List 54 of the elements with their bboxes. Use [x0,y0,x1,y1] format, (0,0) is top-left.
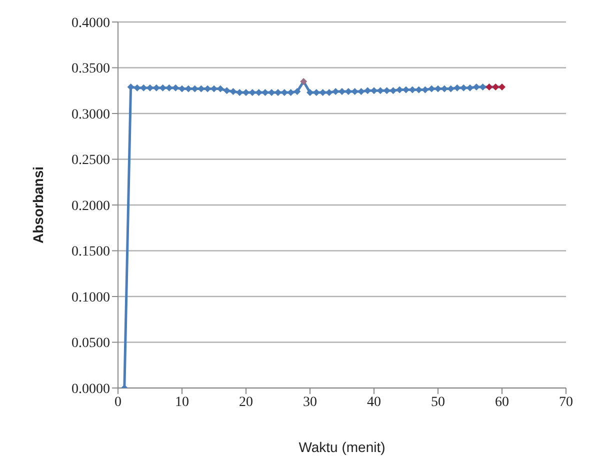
point [486,83,493,90]
y-tick-label: 0.3000 [72,107,110,122]
point [338,88,346,96]
point [454,84,461,92]
point [402,86,410,94]
point [146,84,154,92]
point [134,84,141,92]
x-tick-label: 50 [431,394,445,410]
point [472,83,480,90]
x-axis-title: Waktu (menit) [298,439,386,455]
point [127,83,134,90]
point [300,78,308,85]
point [383,87,390,94]
point [159,84,166,92]
x-tick-label: 20 [239,394,253,410]
point [479,83,486,90]
x-tick-label: 60 [495,394,509,410]
point [370,87,378,94]
point [230,88,237,96]
y-axis-title: Absorbansi [30,166,46,244]
point [210,85,218,92]
point [326,88,333,96]
point [262,88,269,96]
x-tick-label: 70 [559,394,573,410]
point [466,84,474,92]
point [319,88,326,96]
x-tick-label: 40 [367,394,381,410]
point [274,88,282,96]
point [287,88,294,96]
y-tick-label: 0.0000 [72,382,110,397]
y-tick-label: 0.3500 [72,62,110,77]
y-tick-label: 0.2000 [72,198,110,214]
point [172,84,180,92]
point [351,88,358,96]
y-tick-label: 0.2500 [72,153,110,168]
point [223,87,230,94]
point [358,88,365,96]
point [434,85,442,92]
point [306,88,314,96]
x-tick-label: 10 [175,394,189,410]
point [178,85,186,92]
point [390,87,397,94]
point [242,88,250,96]
point [166,84,173,92]
point [498,83,506,90]
y-tick-label: 0.1500 [72,244,110,260]
y-tick-label: 0.4000 [72,16,110,31]
point [294,88,301,96]
y-tick-label: 0.1000 [72,290,110,306]
x-tick-label: 30 [303,394,317,410]
point [255,88,262,96]
point [492,83,500,90]
y-tick-label: 0.0500 [72,336,110,352]
x-tick-label: 0 [114,394,122,410]
